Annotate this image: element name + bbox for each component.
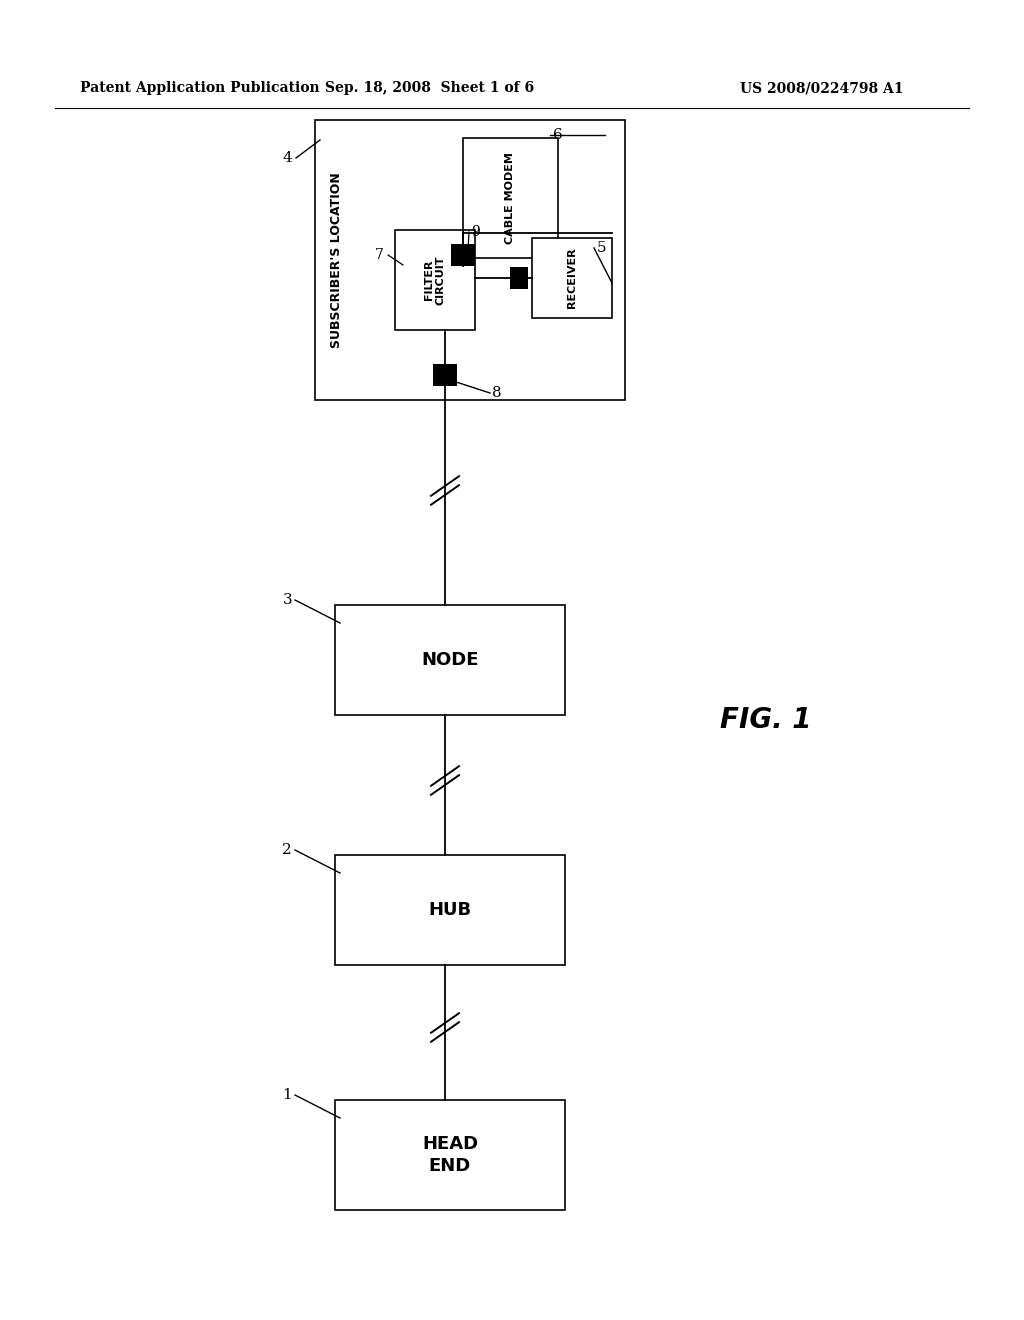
Bar: [335, 855, 565, 965]
Text: 4: 4: [283, 150, 292, 165]
Bar: [315, 120, 625, 400]
Text: HEAD
END: HEAD END: [422, 1135, 478, 1175]
Bar: [451, 244, 475, 267]
Text: CABLE MODEM: CABLE MODEM: [505, 152, 515, 244]
Text: RECEIVER: RECEIVER: [567, 248, 577, 309]
Text: SUBSCRIBER'S LOCATION: SUBSCRIBER'S LOCATION: [331, 172, 343, 348]
Bar: [335, 605, 565, 715]
Text: US 2008/0224798 A1: US 2008/0224798 A1: [740, 81, 903, 95]
Text: 3: 3: [283, 593, 292, 607]
Text: 5: 5: [597, 242, 606, 255]
Text: Patent Application Publication: Patent Application Publication: [80, 81, 319, 95]
Text: 1: 1: [283, 1088, 292, 1102]
Bar: [463, 139, 557, 257]
Bar: [395, 230, 475, 330]
Text: HUB: HUB: [428, 902, 472, 919]
Text: FILTER
CIRCUIT: FILTER CIRCUIT: [424, 255, 445, 305]
Bar: [510, 267, 528, 289]
Bar: [532, 238, 612, 318]
Bar: [335, 1100, 565, 1210]
Text: 9: 9: [471, 224, 480, 239]
Text: Sep. 18, 2008  Sheet 1 of 6: Sep. 18, 2008 Sheet 1 of 6: [326, 81, 535, 95]
Text: 6: 6: [553, 128, 563, 143]
Text: 7: 7: [375, 248, 384, 261]
Text: NODE: NODE: [421, 651, 479, 669]
Bar: [433, 364, 457, 385]
Text: 8: 8: [492, 385, 502, 400]
Text: 2: 2: [283, 843, 292, 857]
Text: FIG. 1: FIG. 1: [720, 706, 811, 734]
